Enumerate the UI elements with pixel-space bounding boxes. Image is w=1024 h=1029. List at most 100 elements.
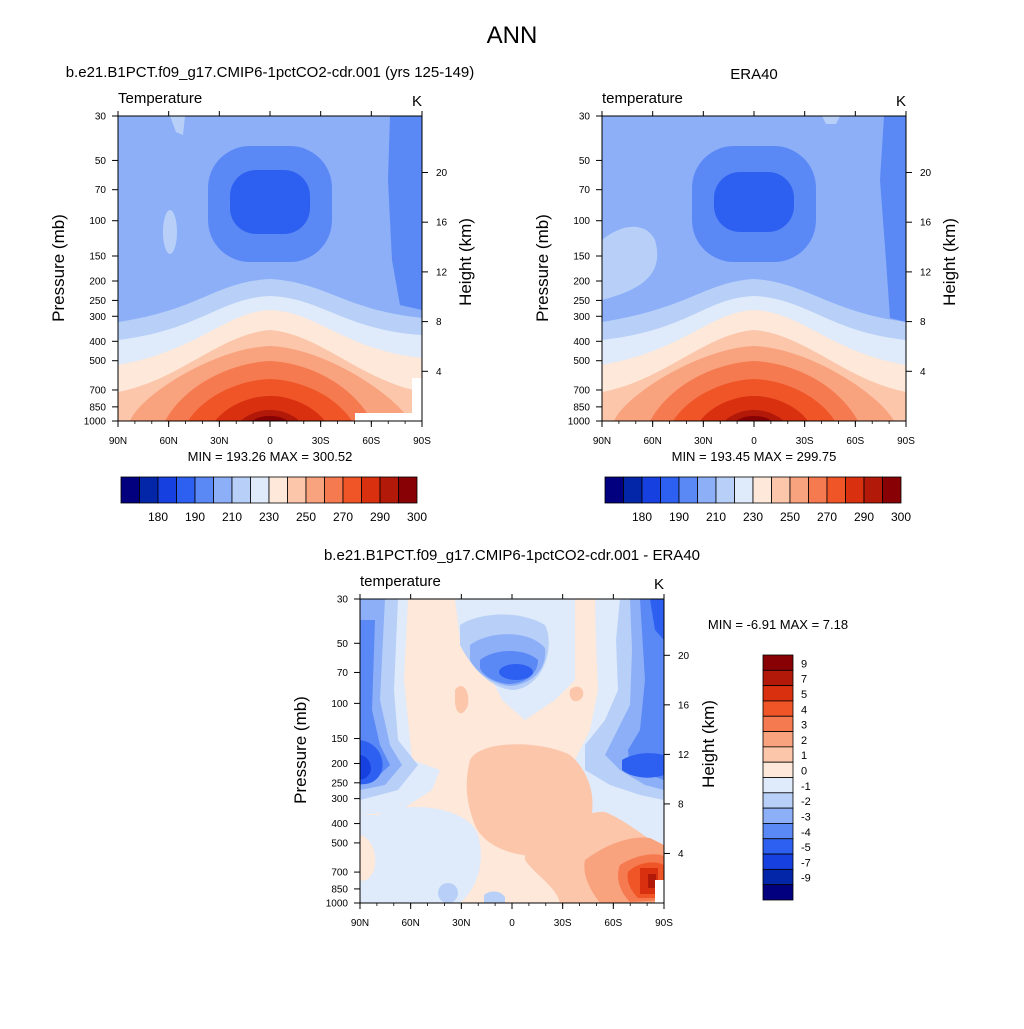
colorbar-label: 4	[801, 704, 807, 716]
height-axis: 20 16 12 8 4	[422, 168, 448, 378]
contour-band	[455, 685, 469, 714]
colorbar-swatch	[342, 476, 362, 504]
y-tick-label: 100	[89, 216, 106, 227]
colorbar-swatch	[845, 476, 865, 504]
contour-band	[499, 664, 533, 680]
contour-band	[628, 599, 664, 780]
x-tick-label: 60S	[604, 918, 622, 929]
panel-title: ERA40	[730, 66, 778, 83]
colorbar-swatch	[762, 731, 794, 748]
contour-band	[622, 753, 664, 778]
colorbar-swatch	[623, 476, 643, 504]
colorbar-swatch	[120, 476, 140, 504]
colorbar-swatch	[157, 476, 177, 504]
contour-band	[700, 396, 808, 421]
y-axis-title: Pressure (mb)	[533, 214, 552, 322]
min-max-stats: MIN = -6.91 MAX = 7.18	[708, 617, 848, 632]
colorbar-swatch	[250, 476, 270, 504]
colorbar-label: 300	[407, 510, 427, 524]
x-tick-label: 30N	[210, 436, 228, 447]
colorbar-swatch	[139, 476, 159, 504]
colorbar-swatch	[762, 807, 794, 824]
x-tick-label: 90S	[413, 436, 431, 447]
colorbar-label: 2	[801, 735, 807, 747]
latitude-axis: 90N 60N 30N 0 30S 60S 90S	[593, 111, 915, 447]
y2-tick-label: 4	[920, 367, 926, 378]
figure-title: ANN	[487, 22, 538, 49]
contour-band	[215, 396, 325, 421]
contour-band	[170, 116, 185, 135]
contour-band	[388, 116, 422, 310]
x-tick-label: 30S	[312, 436, 330, 447]
y-tick-label: 50	[337, 639, 349, 650]
colorbar-swatch	[762, 761, 794, 778]
y2-tick-label: 4	[678, 849, 684, 860]
y-tick-label: 200	[89, 277, 106, 288]
x-tick-label: 90N	[109, 436, 127, 447]
y-tick-label: 100	[573, 216, 590, 227]
colorbar-label: -2	[801, 796, 811, 808]
y2-axis-title: Height (km)	[456, 218, 475, 306]
y-tick-label: 150	[89, 251, 106, 262]
y-tick-label: 150	[573, 251, 590, 262]
y-tick-label: 30	[337, 595, 349, 606]
colorbar-label: 250	[780, 510, 800, 524]
x-tick-label: 30S	[554, 918, 572, 929]
contour-band	[602, 226, 658, 300]
contour-band	[163, 210, 177, 254]
contour-field	[118, 116, 422, 421]
contour-band	[714, 172, 794, 232]
x-tick-label: 90N	[351, 918, 369, 929]
colorbar-swatch	[863, 476, 883, 504]
x-tick-label: 90N	[593, 436, 611, 447]
y-tick-label: 150	[331, 734, 348, 745]
panel-title: b.e21.B1PCT.f09_g17.CMIP6-1pctCO2-cdr.00…	[324, 547, 700, 564]
colorbar: 180 190 210 230 250 270 290 300	[120, 476, 427, 524]
pressure-axis: 30 50 70 100 150 200 250 300 400 500 700 850 1000	[568, 112, 602, 428]
colorbar-label: 210	[222, 510, 242, 524]
colorbar: 180 190 210 230 250 270 290 300	[604, 476, 911, 524]
contour-band	[360, 835, 376, 881]
panel-title: b.e21.B1PCT.f09_g17.CMIP6-1pctCO2-cdr.00…	[66, 64, 475, 81]
y-tick-label: 250	[89, 296, 106, 307]
colorbar-label: 190	[185, 510, 205, 524]
y-tick-label: 700	[331, 868, 348, 879]
y2-tick-label: 20	[678, 651, 690, 662]
colorbar-label: 300	[891, 510, 911, 524]
colorbar-swatch	[762, 868, 794, 886]
pressure-axis: 30 50 70 100 150 200 250 300 400 500 700 850 1000	[84, 112, 118, 428]
colorbar-label: -3	[801, 811, 811, 823]
y2-tick-label: 8	[436, 317, 442, 328]
y-tick-label: 400	[573, 337, 590, 348]
contour-band	[252, 416, 288, 421]
y2-tick-label: 16	[678, 700, 690, 711]
colorbar-swatch	[762, 792, 794, 809]
colorbar-label: 7	[801, 674, 807, 686]
y2-tick-label: 4	[436, 367, 442, 378]
colorbar-swatch	[398, 476, 418, 504]
colorbar-swatch	[324, 476, 344, 504]
min-max-stats: MIN = 193.26 MAX = 300.52	[188, 449, 353, 464]
colorbar-label: 180	[632, 510, 652, 524]
colorbar-label: 270	[817, 510, 837, 524]
colorbar-swatch	[379, 476, 399, 504]
height-axis: 20 16 12 8 4	[664, 651, 690, 860]
x-tick-label: 90S	[897, 436, 915, 447]
y2-tick-label: 20	[920, 168, 932, 179]
colorbar-swatch	[660, 476, 680, 504]
y-tick-label: 300	[573, 312, 590, 323]
y-tick-label: 250	[331, 778, 348, 789]
y-tick-label: 400	[331, 819, 348, 830]
colorbar-label: 190	[669, 510, 689, 524]
colorbar-label: 1	[801, 750, 807, 762]
x-tick-label: 60S	[362, 436, 380, 447]
colorbar-label: 250	[296, 510, 316, 524]
colorbar-label: -5	[801, 842, 811, 854]
colorbar-label: 180	[148, 510, 168, 524]
colorbar-label: 5	[801, 689, 807, 701]
colorbar-swatch	[734, 476, 754, 504]
x-tick-label: 0	[267, 436, 273, 447]
y-tick-label: 70	[579, 185, 591, 196]
y-tick-label: 250	[573, 296, 590, 307]
y-tick-label: 850	[573, 402, 590, 413]
